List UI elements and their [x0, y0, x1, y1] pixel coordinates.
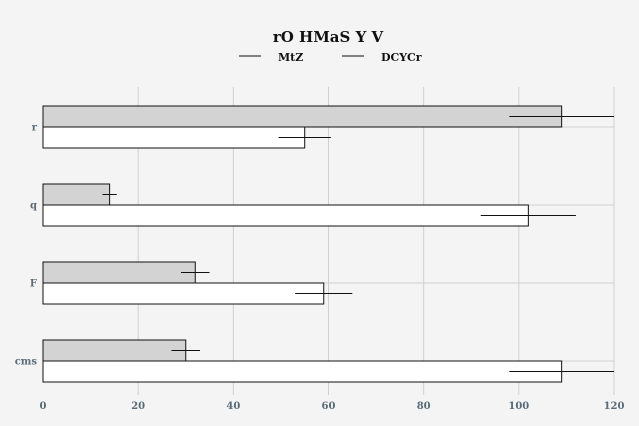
error-bars — [102, 116, 614, 372]
x-tick-label-4: 80 — [417, 401, 431, 412]
x-tick-label-1: 20 — [131, 401, 145, 412]
bar-series-1-2 — [42, 261, 196, 284]
x-tick-label-0: 0 — [40, 401, 47, 412]
chart-title: rO HMaS Y V — [273, 28, 384, 46]
legend-label-series-2: DCYCr — [381, 51, 422, 64]
bar-series-2-2 — [42, 282, 325, 305]
bar-series-2-0 — [42, 126, 306, 149]
bar-series-1-3 — [42, 339, 187, 362]
x-tick-label-3: 60 — [322, 401, 336, 412]
y-category-label-0: r — [32, 123, 38, 134]
bar-series-2-1 — [42, 204, 529, 227]
x-tick-label-5: 100 — [508, 401, 529, 412]
bar-series-1-0 — [42, 105, 563, 128]
legend: MtZ DCYCr — [239, 51, 422, 64]
x-tick-label-6: 120 — [604, 401, 625, 412]
x-axis-ticks: 0 20 40 60 80 100 120 — [40, 401, 625, 412]
y-category-label-1: q — [30, 201, 37, 212]
y-category-label-3: cms — [15, 357, 38, 368]
bars — [42, 105, 563, 383]
legend-label-series-1: MtZ — [278, 51, 303, 64]
bar-series-2-3 — [42, 360, 563, 383]
bar-series-1-1 — [42, 183, 111, 206]
x-tick-label-2: 40 — [226, 401, 240, 412]
y-category-label-2: F — [30, 279, 37, 290]
